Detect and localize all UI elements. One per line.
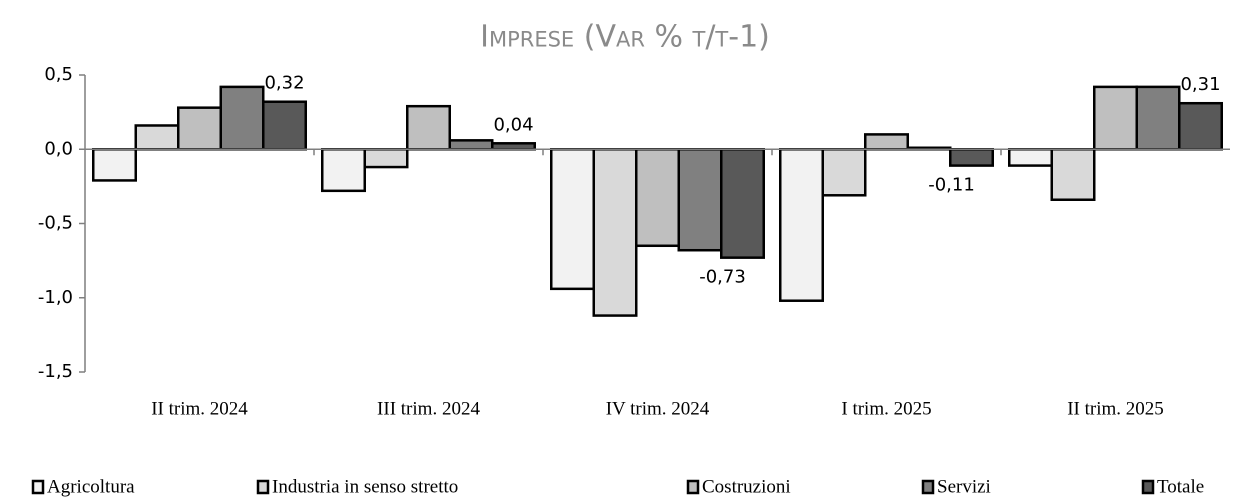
bar [592, 148, 638, 317]
bar [363, 148, 409, 169]
bar [321, 148, 366, 193]
bar [92, 148, 137, 182]
bar [406, 104, 451, 151]
bar [779, 148, 824, 302]
y-tick-label: -1,5 [38, 361, 73, 382]
legend-label: Agricoltura [47, 476, 135, 497]
data-label: 0,04 [493, 114, 533, 135]
data-label: 0,32 [264, 73, 304, 94]
chart-title: Imprese (Var % t/t-1) [480, 20, 770, 55]
bar [864, 133, 909, 151]
bar [1093, 85, 1138, 151]
bar [821, 148, 867, 197]
legend-label: Servizi [937, 476, 991, 497]
bar [677, 148, 723, 252]
bar [262, 100, 307, 151]
x-tick-label: II trim. 2024 [151, 398, 248, 419]
x-tick-label: IV trim. 2024 [606, 398, 710, 419]
bar [177, 106, 222, 151]
bar [720, 148, 765, 259]
y-tick-label: 0,5 [44, 64, 73, 85]
bar [635, 148, 680, 248]
y-tick-label: 0,0 [44, 138, 73, 159]
legend-swatch [256, 479, 270, 495]
x-tick-label: III trim. 2024 [377, 398, 480, 419]
legend-label: Totale [1157, 476, 1204, 497]
legend-label: Industria in senso stretto [272, 476, 458, 497]
legend-swatch [1141, 479, 1155, 495]
bar [448, 139, 494, 151]
y-tick-label: -0,5 [38, 213, 73, 234]
legend-swatch [31, 479, 45, 495]
legend-label: Costruzioni [702, 476, 791, 497]
x-tick-label: II trim. 2025 [1067, 398, 1164, 419]
bar [949, 148, 994, 167]
bar [1050, 148, 1096, 201]
y-tick-label: -1,0 [38, 287, 73, 308]
bar [134, 124, 180, 151]
legend-swatch [686, 479, 700, 495]
legend-swatch [921, 479, 935, 495]
data-label: -0,11 [928, 175, 975, 196]
data-label: 0,31 [1180, 74, 1220, 95]
x-tick-label: I trim. 2025 [841, 398, 931, 419]
bar [1178, 101, 1223, 151]
data-label: -0,73 [699, 267, 746, 288]
bar [491, 142, 536, 151]
bar [1008, 148, 1053, 167]
bar [550, 148, 595, 291]
bar [219, 85, 265, 151]
bar [1135, 85, 1181, 151]
